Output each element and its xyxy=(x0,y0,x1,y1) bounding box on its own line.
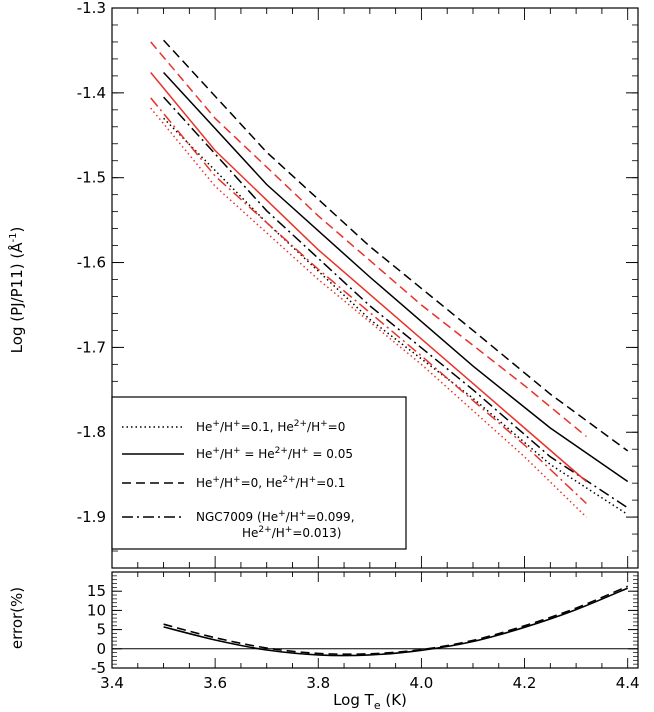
main-y-tick-label: -1.4 xyxy=(77,84,106,102)
main-panel-axes: -1.9 -1.8 -1.7 -1.6 -1.5 -1.4 -1.3 xyxy=(77,0,639,569)
series-line xyxy=(163,71,629,483)
series-line xyxy=(150,97,587,505)
main-plot-frame xyxy=(111,7,639,569)
series-line xyxy=(163,117,629,516)
series-line xyxy=(150,107,587,518)
series-line xyxy=(163,96,629,509)
error-y-tick-label: 5 xyxy=(96,621,106,639)
main-y-tick-label: -1.6 xyxy=(77,254,106,272)
error-y-tick-label: 15 xyxy=(87,582,106,600)
main-y-tick-label: -1.7 xyxy=(77,338,106,356)
series-line xyxy=(150,41,587,438)
x-tick-label: 3.4 xyxy=(100,674,124,692)
x-tick-label: 4.2 xyxy=(513,674,537,692)
error-series-line xyxy=(163,587,629,657)
legend-label: He2+/H+=0.013) xyxy=(242,525,341,540)
x-tick-label: 3.8 xyxy=(306,674,330,692)
legend: He+/H+=0.1, He2+/H+=0 He+/H+ = He2+/H+ = … xyxy=(111,396,407,550)
error-y-tick-label: -5 xyxy=(91,659,106,677)
main-y-tick-label: -1.5 xyxy=(77,169,106,187)
series-line xyxy=(150,72,587,483)
error-y-axis-label: error(%) xyxy=(8,587,26,649)
x-axis-label: Log Te (K) xyxy=(333,691,407,712)
error-plot-frame xyxy=(111,571,639,669)
x-tick-label: 4.0 xyxy=(409,674,433,692)
legend-label: NGC7009 (He+/H+=0.099, xyxy=(196,509,355,524)
error-y-tick-label: 10 xyxy=(87,601,106,619)
main-panel-series xyxy=(150,39,629,518)
legend-box xyxy=(111,396,407,550)
main-y-tick-label: -1.3 xyxy=(77,0,106,17)
error-panel-series xyxy=(163,585,629,657)
series-line xyxy=(163,39,629,452)
legend-label: He+/H+ = He2+/H+ = 0.05 xyxy=(196,446,353,461)
main-y-tick-label: -1.8 xyxy=(77,423,106,441)
error-y-tick-label: 0 xyxy=(96,640,106,658)
error-series-line xyxy=(163,585,629,656)
legend-label: He+/H+=0.1, He2+/H+=0 xyxy=(196,419,345,434)
legend-label: He+/H+=0, He2+/H+=0.1 xyxy=(196,475,345,490)
x-tick-label: 3.6 xyxy=(203,674,227,692)
x-tick-label: 4.4 xyxy=(616,674,640,692)
main-y-axis-label: Log (PJ/P11) (Å-1) xyxy=(7,227,26,354)
main-y-tick-label: -1.9 xyxy=(77,508,106,526)
